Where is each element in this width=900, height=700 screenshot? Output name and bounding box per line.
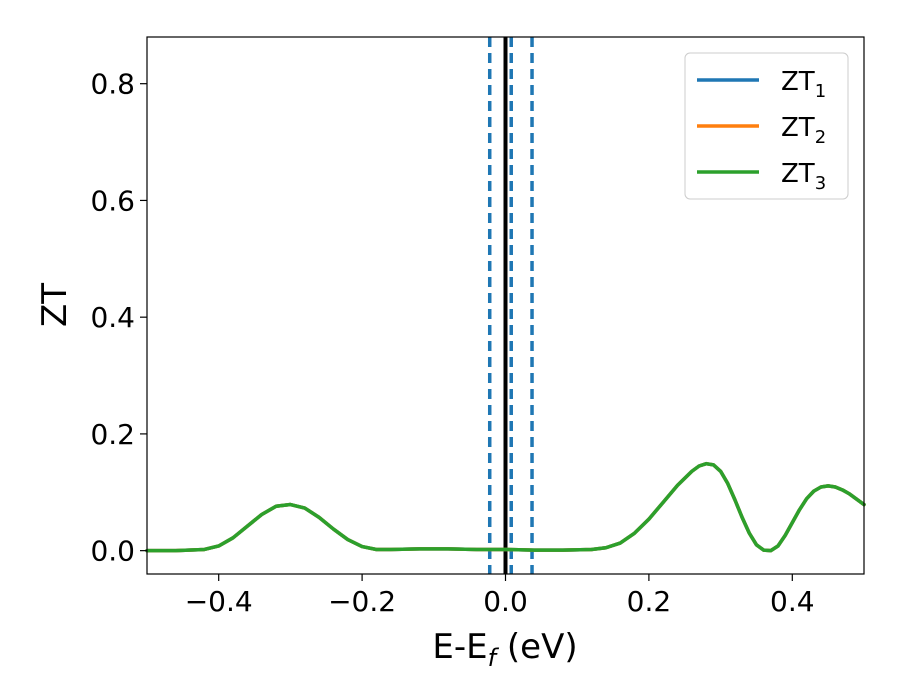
y-axis-label: ZT — [35, 283, 75, 327]
x-axis-label-unit: (eV) — [496, 627, 578, 667]
x-axis-label: E-Ef (eV) — [432, 627, 577, 672]
y-tick-label-4: 0.8 — [90, 68, 135, 101]
y-axis: 0.0 0.2 0.4 0.6 0.8 — [90, 68, 147, 568]
x-axis: −0.4 −0.2 0.0 0.2 0.4 — [185, 574, 815, 618]
x-tick-label-2: 0.0 — [483, 585, 528, 618]
y-tick-label-3: 0.6 — [90, 184, 135, 217]
reference-lines — [487, 37, 534, 574]
legend-label-1: ZT1 — [781, 67, 826, 102]
x-tick-label-3: 0.2 — [627, 585, 672, 618]
series-line-zt3 — [145, 461, 866, 553]
x-tick-label-1: −0.2 — [328, 585, 396, 618]
legend: ZT1 ZT2 ZT3 — [684, 52, 849, 200]
x-tick-label-0: −0.4 — [185, 585, 253, 618]
y-tick-label-2: 0.4 — [90, 301, 135, 334]
curve-layer — [145, 461, 866, 553]
legend-label-3: ZT3 — [781, 159, 826, 194]
legend-label-2: ZT2 — [781, 113, 826, 148]
legend-box — [684, 52, 849, 200]
y-tick-label-0: 0.0 — [90, 535, 135, 568]
x-tick-label-4: 0.4 — [770, 585, 815, 618]
y-tick-label-1: 0.2 — [90, 418, 135, 451]
